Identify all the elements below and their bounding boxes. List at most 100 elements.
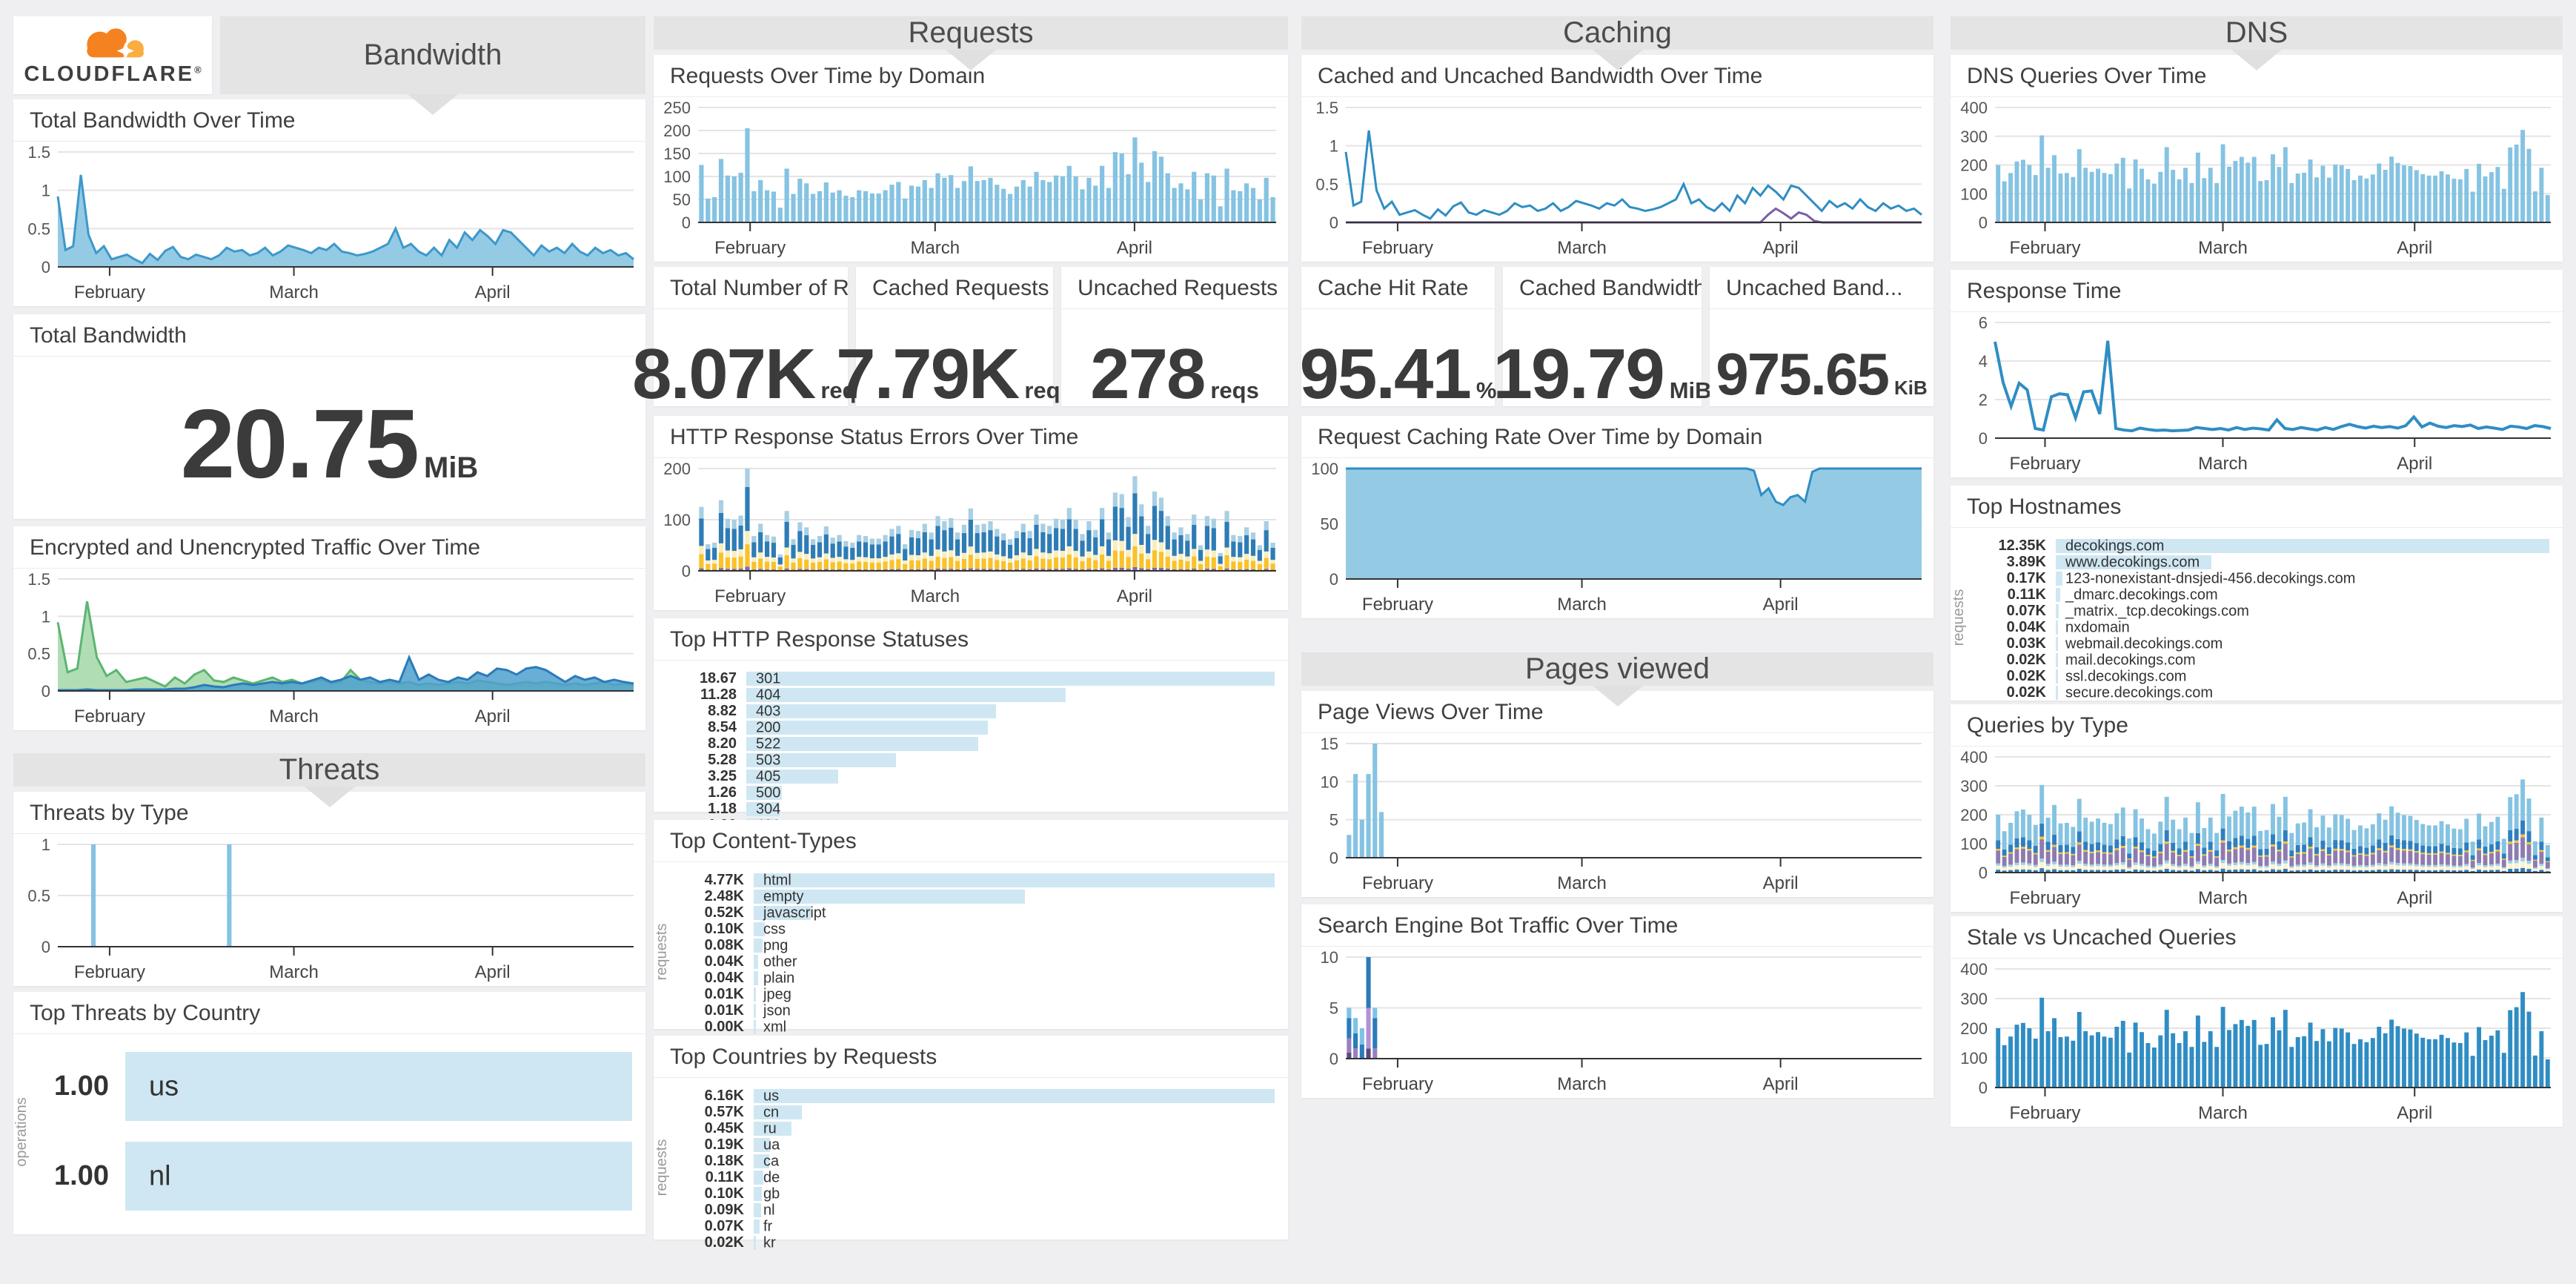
search-bot-traffic-chart: 0 5 10 February March April <box>1301 947 1933 1097</box>
svg-text:0: 0 <box>682 214 691 232</box>
list-row-value: 0.11K <box>2007 586 2046 603</box>
list-row-bar <box>754 906 811 920</box>
metric-unit: % <box>1475 377 1497 403</box>
top-countries-list: requests 6.16K us 0.57K cn 0.45K ru 0.19K ua 0.18… <box>654 1078 1288 1257</box>
list-row-label: other <box>763 953 797 970</box>
panel-title: Cache Hit Rate <box>1301 267 1495 309</box>
list-row-bar <box>754 1187 763 1201</box>
svg-text:March: March <box>269 282 319 302</box>
list-row-label: nl <box>149 1160 171 1191</box>
list-row-bar <box>746 753 896 767</box>
list-row-bar-area: _dmarc.decokings.com <box>2056 586 2549 603</box>
encrypted-traffic-chart: 0 0.5 1 1.5 February March April <box>13 569 645 729</box>
list-row-value: 8.82 <box>708 703 737 719</box>
panel-title: Top HTTP Response Statuses <box>654 618 1288 661</box>
svg-text:April: April <box>1763 1074 1799 1094</box>
svg-text:150: 150 <box>663 145 691 163</box>
svg-text:February: February <box>1362 873 1433 893</box>
list-row: 0.01K json <box>679 1002 1275 1019</box>
svg-text:100: 100 <box>663 511 691 529</box>
panel-response-time: Response Time 0 2 4 6 February March April <box>1951 270 2563 477</box>
list-row-value: 0.09K <box>704 1202 744 1218</box>
panel-request-caching-rate: Request Caching Rate Over Time by Domain… <box>1301 416 1933 618</box>
svg-text:10: 10 <box>1321 948 1338 967</box>
list-row-bar <box>125 1142 632 1211</box>
list-row-bar <box>754 922 765 936</box>
svg-text:1: 1 <box>42 182 50 200</box>
list-row-value: 0.07K <box>2006 603 2046 619</box>
list-row-label: webmail.decokings.com <box>2065 635 2223 652</box>
panel-title: Uncached Requests <box>1061 267 1288 309</box>
list-row-bar <box>746 704 996 718</box>
list-row-bar <box>746 802 780 816</box>
list-row-bar-area: mail.decokings.com <box>2056 652 2549 668</box>
list-row-bar-area: 304 <box>746 801 1275 817</box>
threats-by-type-chart: 0 0.5 1 February March April <box>13 834 645 985</box>
list-row-bar-area: secure.decokings.com <box>2056 684 2549 701</box>
list-row-value: 0.10K <box>704 921 744 937</box>
svg-text:50: 50 <box>1321 515 1338 534</box>
svg-text:February: February <box>2009 1103 2080 1123</box>
list-row: 11.28 404 <box>679 686 1275 703</box>
list-row-bar <box>754 873 1275 887</box>
list-row-bar <box>2056 669 2058 684</box>
svg-text:April: April <box>475 962 511 982</box>
panel-top-content-types: Top Content-Types requests 4.77K html 2.48K… <box>654 820 1288 1035</box>
panel-dns-queries: DNS Queries Over Time 0 100 200 300 400 Febru… <box>1951 55 2563 262</box>
svg-text:100: 100 <box>1960 1049 1988 1068</box>
svg-text:0: 0 <box>42 938 50 956</box>
metric-value: 8.07K <box>632 334 816 414</box>
panel-top-threats-by-country: Top Threats by Country operations 1.00 us 1… <box>13 992 645 1234</box>
list-row-bar <box>754 1105 803 1119</box>
list-row-value: 0.17K <box>2006 570 2046 586</box>
svg-text:0: 0 <box>42 258 50 277</box>
total-bandwidth-value: 20.75 MiB <box>13 357 645 493</box>
cloudflare-cloud-icon <box>87 28 144 60</box>
list-row-bar-area: 500 <box>746 784 1275 801</box>
svg-text:5: 5 <box>1330 999 1338 1018</box>
list-row-label: css <box>763 921 786 937</box>
list-row-bar <box>2056 604 2059 618</box>
svg-text:15: 15 <box>1321 735 1338 753</box>
list-row-value: 2.48K <box>704 888 744 904</box>
list-row: 1.00 us <box>39 1045 632 1128</box>
svg-text:February: February <box>714 238 786 258</box>
section-header-bandwidth: Bandwidth <box>220 16 645 115</box>
top-http-statuses-list: 18.67 301 11.28 404 8.82 403 8.54 200 8.20 522 5.2… <box>654 661 1288 840</box>
list-row-label: xml <box>763 1019 787 1035</box>
list-row: 12.35K decokings.com <box>1976 537 2549 554</box>
svg-text:February: February <box>2009 238 2080 258</box>
svg-text:March: March <box>910 586 960 606</box>
stale-uncached-queries-chart: 0 100 200 300 400 February March April <box>1951 959 2563 1126</box>
list-row-value: 4.77K <box>704 872 744 888</box>
list-row-value: 0.19K <box>704 1136 744 1153</box>
section-header-dns: DNS <box>1951 16 2563 70</box>
svg-text:0: 0 <box>1330 849 1338 867</box>
svg-text:February: February <box>74 282 145 302</box>
list-row: 0.57K cn <box>679 1104 1275 1120</box>
list-row-bar-area: 123-nonexistant-dnsjedi-456.decokings.co… <box>2056 570 2549 586</box>
list-row-bar-area: plain <box>754 970 1275 986</box>
panel-top-http-statuses: Top HTTP Response Statuses 18.67 301 11.28… <box>654 618 1288 833</box>
panel-title: Stale vs Uncached Queries <box>1951 916 2563 959</box>
list-row-bar-area: 522 <box>746 735 1275 752</box>
list-row-label: ssl.decokings.com <box>2065 668 2187 684</box>
metric-value: 20.75 <box>180 389 419 498</box>
list-row-value: 0.02K <box>2006 652 2046 668</box>
svg-text:April: April <box>1117 586 1152 606</box>
list-axis-label: operations <box>13 1097 30 1167</box>
list-row-value: 0.18K <box>704 1153 744 1169</box>
panel-total-bandwidth-over-time: Total Bandwidth Over Time 0 0.5 1 1.5 Februa… <box>13 99 645 306</box>
svg-text:February: February <box>74 706 145 727</box>
list-row-value: 12.35K <box>1998 537 2047 554</box>
list-row-value: 0.01K <box>704 986 744 1002</box>
svg-text:4: 4 <box>1979 352 1988 371</box>
list-row-value: 8.20 <box>708 735 737 752</box>
list-row: 3.25 405 <box>679 768 1275 784</box>
list-row-value: 0.45K <box>704 1120 744 1136</box>
list-row: 0.03K webmail.decokings.com <box>1976 635 2549 652</box>
panel-requests-over-time: Requests Over Time by Domain 0 50 100 150 20… <box>654 55 1288 262</box>
list-row-bar <box>754 971 758 985</box>
panel-title: Cached Bandwidth <box>1503 267 1702 309</box>
panel-cached-requests: Cached Requests 7.79K reqs <box>836 267 1073 410</box>
